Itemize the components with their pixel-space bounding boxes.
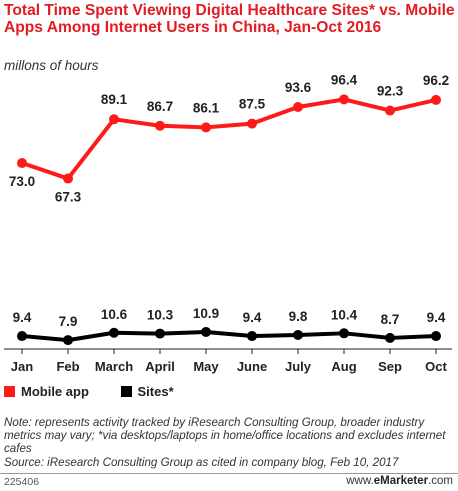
data-label-mobile-app: 86.1: [193, 100, 220, 115]
data-point-mobile-app: [109, 114, 119, 125]
brand-link[interactable]: www.eMarketer.com: [346, 475, 453, 487]
source-text: Source: iResearch Consulting Group as ci…: [4, 455, 399, 469]
series-line-sites: [21, 329, 437, 343]
data-point-mobile-app: [247, 118, 257, 129]
x-tick-label: Sep: [378, 359, 402, 374]
data-label-sites: 9.4: [243, 310, 262, 325]
data-point-mobile-app: [339, 94, 349, 105]
legend: Mobile app Sites*: [4, 384, 202, 399]
legend-swatch-sites: [120, 386, 132, 397]
data-point-sites: [201, 326, 211, 337]
data-label-mobile-app: 67.3: [55, 190, 82, 205]
legend-label-mobile-app: Mobile app: [21, 384, 89, 399]
line-chart: Jan Feb March April May June July Aug Sep Oct 73.…: [4, 72, 452, 374]
data-label-mobile-app: 96.2: [423, 73, 449, 88]
data-point-sites: [155, 328, 165, 339]
x-tick-label: April: [145, 359, 175, 374]
brand-name: eMarketer: [373, 475, 429, 487]
x-tick-label: Oct: [425, 359, 447, 374]
data-label-sites: 9.4: [427, 310, 446, 325]
chart-id: 225406: [4, 476, 40, 488]
note-text: Note: represents activity tracked by iRe…: [4, 416, 446, 456]
data-label-sites: 9.8: [289, 309, 308, 324]
series-line-mobile-app: [21, 97, 437, 181]
data-label-sites: 10.6: [101, 307, 128, 322]
data-label-mobile-app: 87.5: [239, 97, 266, 112]
data-point-mobile-app: [431, 94, 441, 105]
data-point-mobile-app: [63, 173, 73, 184]
x-tick-label: May: [193, 359, 219, 374]
data-point-sites: [293, 329, 303, 340]
data-label-mobile-app: 96.4: [331, 72, 358, 87]
data-label-sites: 9.4: [13, 310, 32, 325]
data-point-mobile-app: [155, 120, 165, 131]
footer-divider: [0, 473, 458, 474]
legend-label-sites: Sites*: [137, 384, 174, 399]
data-label-mobile-app: 86.7: [147, 99, 173, 114]
data-point-sites: [63, 335, 73, 346]
x-tick-label: March: [95, 359, 133, 374]
data-point-sites: [17, 331, 27, 342]
data-point-mobile-app: [201, 122, 211, 133]
data-label-sites: 10.4: [331, 307, 358, 322]
data-label-sites: 10.9: [193, 306, 219, 321]
data-point-mobile-app: [293, 102, 303, 113]
x-tick-label: June: [237, 359, 267, 374]
data-point-sites: [109, 327, 119, 338]
brand-suffix: .com: [428, 475, 453, 487]
data-point-mobile-app: [17, 158, 27, 169]
x-tick-label: Feb: [56, 359, 79, 374]
x-tick-label: July: [285, 359, 312, 374]
x-tick-label: Aug: [331, 359, 356, 374]
data-label-mobile-app: 89.1: [101, 92, 128, 107]
brand-prefix: www.: [346, 475, 374, 487]
data-point-mobile-app: [385, 105, 395, 116]
x-tick-label: Jan: [11, 359, 33, 374]
data-point-sites: [247, 331, 257, 342]
legend-swatch-mobile-app: [4, 386, 15, 397]
data-label-mobile-app: 93.6: [285, 80, 312, 95]
chart-subtitle: millons of hours: [4, 58, 99, 73]
chart-notes: Note: represents activity tracked by iRe…: [4, 416, 456, 469]
data-label-sites: 10.3: [147, 308, 174, 323]
data-label-sites: 7.9: [59, 314, 78, 329]
chart-title: Total Time Spent Viewing Digital Healthc…: [4, 2, 455, 36]
legend-item-mobile-app: Mobile app: [4, 384, 89, 399]
data-point-sites: [431, 331, 441, 342]
data-point-sites: [339, 328, 349, 339]
legend-item-sites: Sites*: [120, 384, 174, 399]
data-label-mobile-app: 92.3: [377, 84, 404, 99]
data-label-mobile-app: 73.0: [9, 174, 35, 189]
data-label-sites: 8.7: [381, 312, 400, 327]
data-point-sites: [385, 332, 395, 343]
